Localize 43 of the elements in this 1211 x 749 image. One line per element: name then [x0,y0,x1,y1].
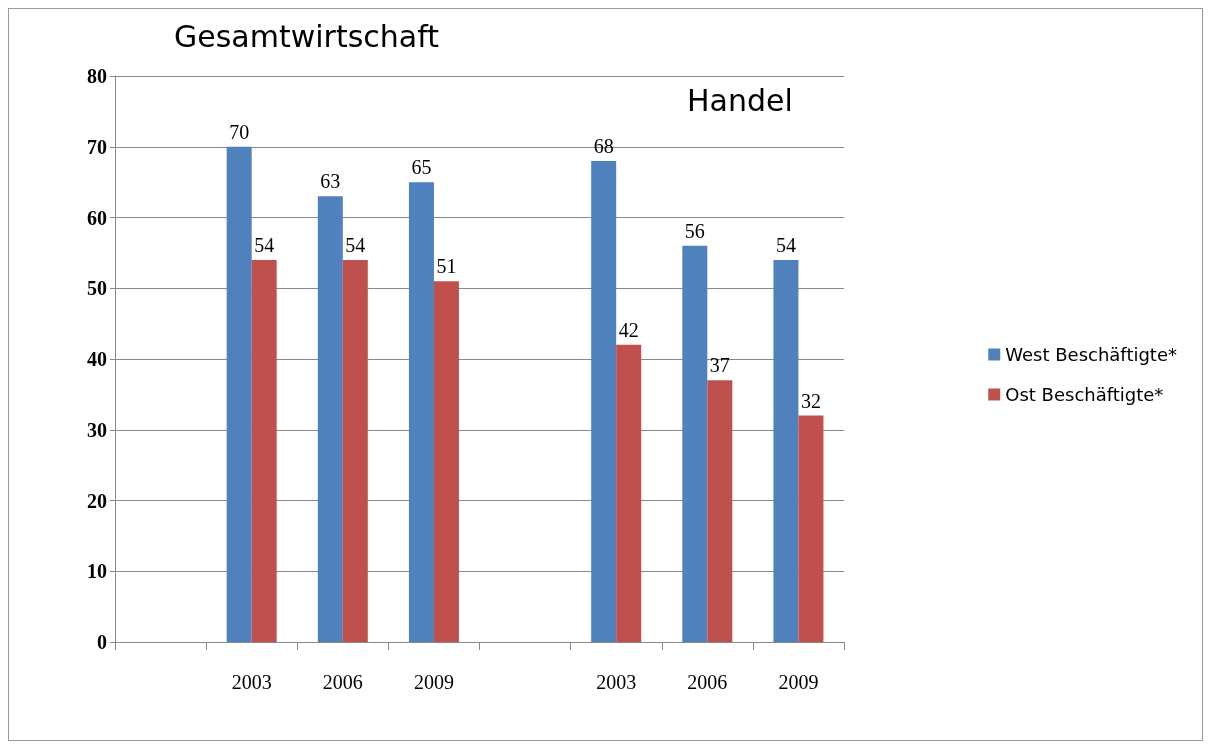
y-tick-label: 60 [87,206,107,229]
bar [707,380,733,642]
data-label: 51 [436,255,457,278]
y-tick-label: 80 [87,65,107,87]
data-label: 42 [618,318,639,341]
data-label: 54 [254,233,275,256]
data-label: 63 [320,170,341,193]
y-tick-label: 10 [87,560,107,583]
x-tick-label: 2003 [231,671,272,693]
x-tick-label: 2009 [413,671,454,693]
y-tick-label: 30 [87,418,107,441]
legend-label: West Beschäftigte* [1005,344,1177,365]
bar [616,344,642,642]
data-label: 37 [709,354,730,377]
x-tick-label: 2003 [596,671,637,693]
y-tick-label: 0 [97,631,107,653]
x-tick-label: 2006 [687,671,728,693]
bar [798,415,824,642]
bar [317,196,343,642]
data-label: 54 [775,233,796,256]
bar [433,281,459,642]
data-label: 65 [411,156,432,179]
bar [682,245,708,642]
data-label: 54 [345,233,366,256]
y-tick-label: 20 [87,489,107,512]
text: Gesamtwirtschaft [174,18,440,54]
data-label: 68 [593,134,614,157]
data-label: 32 [800,389,821,412]
legend-label: Ost Beschäftigte* [1005,384,1164,405]
y-tick-label: 70 [87,135,107,158]
bar [251,259,277,642]
y-tick-label: 50 [87,277,107,300]
x-tick-label: 2009 [778,671,819,693]
data-label: 56 [684,219,705,242]
x-tick-label: 2006 [322,671,363,693]
annotation: Handel [687,82,793,118]
bar [226,146,252,642]
bar [408,182,434,642]
data-label: 70 [229,120,250,143]
bar [773,259,799,642]
bar [591,160,617,642]
y-tick-label: 40 [87,348,107,370]
bar [342,259,368,642]
